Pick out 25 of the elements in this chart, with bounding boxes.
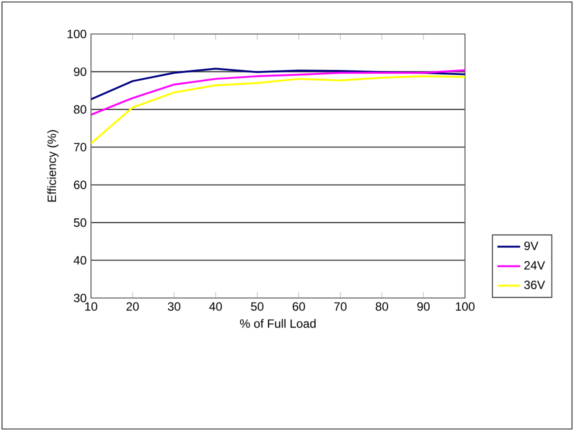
x-tick-label: 70 xyxy=(334,302,347,311)
legend-label: 36V xyxy=(524,280,546,290)
x-tick-label: 80 xyxy=(376,302,388,311)
legend-label: 9V xyxy=(524,242,538,250)
y-axis-title: Efficiency (%) xyxy=(47,130,58,202)
y-tick-label: 30 xyxy=(74,294,86,302)
y-tick-label: 90 xyxy=(74,67,86,76)
y-tick-label: 80 xyxy=(74,105,86,114)
y-tick-label: 60 xyxy=(74,180,86,190)
y-tick-label: 50 xyxy=(74,218,86,227)
line-series xyxy=(91,75,465,144)
x-tick-label: 60 xyxy=(292,302,305,311)
x-tick-label: 10 xyxy=(85,302,98,311)
x-axis-title: % of Full Load xyxy=(240,319,316,328)
x-tick-label: 30 xyxy=(168,302,180,311)
x-tick-label: 100 xyxy=(456,302,475,311)
line-series xyxy=(91,68,465,100)
x-tick-label: 20 xyxy=(126,302,139,311)
legend-label: 24V xyxy=(524,261,546,270)
x-tick-label: 90 xyxy=(417,302,430,311)
y-tick-label: 100 xyxy=(68,30,86,38)
x-tick-label: 40 xyxy=(209,302,222,311)
y-tick-label: 70 xyxy=(74,142,86,152)
y-tick-label: 40 xyxy=(74,256,86,265)
x-tick-label: 50 xyxy=(251,302,264,311)
